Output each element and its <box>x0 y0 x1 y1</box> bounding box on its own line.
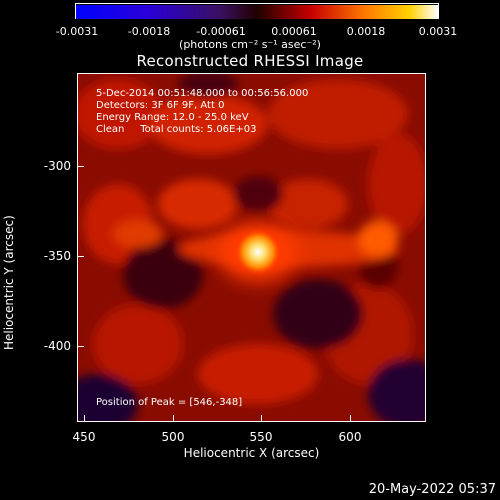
x-tick-label: 600 <box>338 430 362 444</box>
y-tick-mark <box>77 256 84 257</box>
rhessi-image-plot: 5-Dec-2014 00:51:48.000 to 00:56:56.000 … <box>77 73 426 422</box>
colorbar-tick-label: 0.0031 <box>418 25 458 38</box>
y-tick-mark <box>77 346 84 347</box>
x-tick-mark <box>350 415 351 422</box>
y-tick-label: -400 <box>43 339 71 353</box>
colorbar-tick-label: -0.00061 <box>196 25 246 38</box>
x-tick-label: 550 <box>249 430 273 444</box>
colorbar-tick-label: 0.00061 <box>271 25 317 38</box>
colorbar-tick-label: -0.0031 <box>55 25 99 38</box>
detectors-text: Detectors: 3F 6F 9F, Att 0 <box>96 100 225 111</box>
colorbar-units: (photons cm⁻² s⁻¹ asec⁻²) <box>179 38 321 51</box>
colorbar-tick-label: 0.0018 <box>346 25 386 38</box>
x-tick-mark <box>84 415 85 422</box>
y-axis-label: Heliocentric Y (arcsec) <box>2 215 16 350</box>
x-tick-label: 500 <box>161 430 185 444</box>
x-tick-mark <box>173 415 174 422</box>
rhessi-image <box>78 74 425 421</box>
colorbar <box>75 3 439 19</box>
colorbar-gradient <box>76 5 438 19</box>
time-range-text: 5-Dec-2014 00:51:48.000 to 00:56:56.000 <box>96 88 309 99</box>
image-title: Reconstructed RHESSI Image <box>136 52 364 70</box>
clean-counts-text: Clean Total counts: 5.06E+03 <box>96 124 257 135</box>
y-tick-mark <box>77 166 84 167</box>
flare-peak-source <box>234 228 282 276</box>
colorbar-tick-label: -0.0018 <box>127 25 171 38</box>
x-tick-mark <box>261 415 262 422</box>
x-tick-label: 450 <box>72 430 96 444</box>
x-axis-label: Heliocentric X (arcsec) <box>183 446 320 460</box>
energy-range-text: Energy Range: 12.0 - 25.0 keV <box>96 112 249 123</box>
y-tick-label: -300 <box>43 159 71 173</box>
peak-position-text: Position of Peak = [546,-348] <box>96 397 243 408</box>
generation-timestamp: 20-May-2022 05:37 <box>368 482 496 497</box>
y-tick-label: -350 <box>43 249 71 263</box>
